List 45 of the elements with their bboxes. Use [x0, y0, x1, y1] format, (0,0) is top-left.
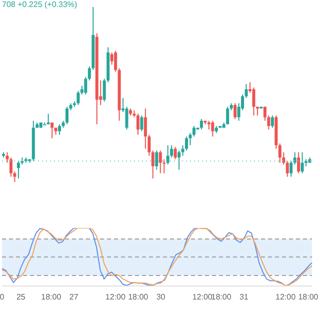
candlestick [293, 152, 296, 165]
candlestick [226, 106, 230, 125]
x-tick-label: 18:00 [128, 292, 149, 302]
candlestick [211, 120, 214, 137]
candlestick [58, 124, 62, 136]
candlestick [278, 143, 282, 164]
candlestick [140, 115, 144, 132]
candlestick [270, 115, 274, 128]
candlestick [300, 152, 304, 174]
candlestick [125, 106, 128, 130]
candlestick [50, 122, 54, 139]
candlestick [174, 146, 177, 160]
x-tick-label: 31 [240, 292, 249, 302]
candlestick [136, 113, 140, 136]
candlestick [200, 118, 203, 130]
x-tick-label: 12:00 [192, 292, 213, 302]
candlestick [65, 106, 68, 125]
candlestick [158, 150, 162, 174]
candlestick [178, 150, 181, 170]
x-tick-label: 18:00 [41, 292, 62, 302]
x-tick-label: 27 [69, 292, 79, 302]
candlestick [192, 126, 196, 137]
candlestick [43, 122, 46, 126]
x-tick-label: 0 [0, 292, 5, 302]
candlestick [286, 160, 289, 178]
candlestick [84, 76, 88, 95]
x-tick-label: 25 [16, 292, 26, 302]
x-tick-label: 18:00 [211, 292, 232, 302]
candlestick [166, 144, 170, 165]
candlestick [16, 160, 20, 179]
x-tick-label: 12:00 [276, 292, 296, 302]
candlestick [155, 150, 158, 170]
x-tick-label: 18:00 [298, 292, 319, 302]
x-tick-label: 12:00 [105, 292, 126, 302]
candlestick [151, 150, 154, 179]
candlestick [244, 84, 248, 98]
candlestick [290, 160, 293, 178]
candlestick [76, 90, 80, 106]
candlestick [46, 113, 50, 125]
candlestick [297, 152, 300, 174]
candlestick [234, 102, 237, 120]
candlestick [6, 152, 9, 164]
candlestick [114, 50, 118, 72]
x-tick-label: 30 [156, 292, 166, 302]
chart-title: 708 +0.225 (+0.33%) [2, 0, 78, 10]
